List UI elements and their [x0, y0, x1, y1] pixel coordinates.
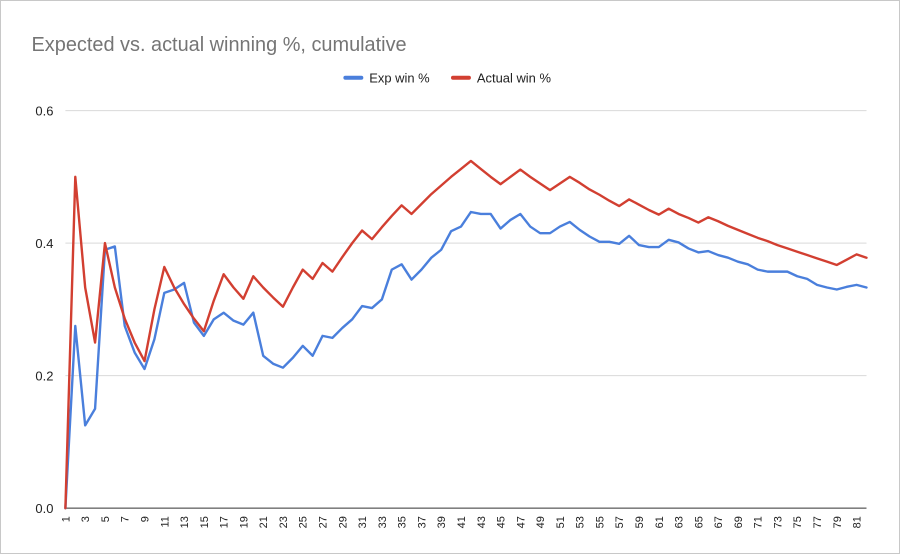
series-lines [64, 159, 868, 510]
y-tick-label: 0.0 [35, 501, 53, 516]
x-tick-label: 5 [100, 516, 112, 522]
x-tick-label: 53 [575, 516, 587, 528]
x-tick-label: 17 [219, 516, 231, 528]
x-tick-label: 79 [832, 516, 844, 528]
x-tick-label: 77 [812, 516, 824, 528]
x-tick-label: 63 [674, 516, 686, 528]
x-tick-label: 21 [258, 516, 270, 528]
x-tick-label: 57 [614, 516, 626, 528]
x-tick-label: 71 [753, 516, 765, 528]
y-tick-label: 0.2 [35, 369, 53, 384]
x-tick-label: 81 [852, 516, 864, 528]
x-tick-label: 41 [456, 516, 468, 528]
x-tick-label: 55 [594, 516, 606, 528]
x-tick-label: 7 [120, 516, 132, 522]
x-tick-label: 37 [416, 516, 428, 528]
legend-item-actual[interactable]: Actual win % [450, 71, 552, 86]
x-tick-label: 39 [436, 516, 448, 528]
x-tick-label: 73 [772, 516, 784, 528]
y-axis-ticks: 0.0 0.2 0.4 0.6 [35, 104, 53, 517]
x-tick-label: 51 [555, 516, 567, 528]
x-tick-label: 19 [238, 516, 250, 528]
x-tick-label: 1 [60, 516, 72, 522]
x-tick-label: 47 [515, 516, 527, 528]
x-tick-label: 15 [199, 516, 211, 528]
series-line-actual-win [64, 159, 868, 510]
x-tick-label: 43 [476, 516, 488, 528]
chart-title: Expected vs. actual winning %, cumulativ… [32, 34, 407, 56]
x-tick-label: 11 [159, 516, 171, 527]
legend: Exp win % Actual win % [343, 71, 552, 86]
x-tick-label: 69 [733, 516, 745, 528]
x-tick-label: 67 [713, 516, 725, 528]
x-tick-label: 25 [298, 516, 310, 528]
legend-label-actual: Actual win % [477, 71, 552, 86]
x-tick-label: 13 [179, 516, 191, 528]
x-tick-label: 65 [693, 516, 705, 528]
x-tick-label: 35 [397, 516, 409, 528]
x-tick-label: 27 [318, 516, 330, 528]
x-tick-label: 61 [654, 516, 666, 528]
x-tick-label: 9 [139, 516, 151, 522]
x-axis-ticks: 1 3 5 7 9 11 13 15 17 19 21 23 25 27 29 31 33 35 37 39 41 43 4… [60, 516, 863, 528]
x-tick-label: 33 [377, 516, 389, 528]
x-tick-label: 49 [535, 516, 547, 528]
x-tick-label: 59 [634, 516, 646, 528]
x-tick-label: 45 [496, 516, 508, 528]
x-tick-label: 31 [357, 516, 369, 528]
series-line-exp-win [64, 210, 868, 510]
x-tick-label: 23 [278, 516, 290, 528]
x-tick-label: 3 [80, 516, 92, 522]
x-tick-label: 29 [337, 516, 349, 528]
legend-item-exp[interactable]: Exp win % [343, 71, 430, 86]
y-tick-label: 0.6 [35, 104, 53, 119]
x-tick-label: 75 [792, 516, 804, 528]
gridlines [65, 110, 867, 377]
legend-label-exp: Exp win % [369, 71, 430, 86]
y-tick-label: 0.4 [35, 236, 53, 251]
